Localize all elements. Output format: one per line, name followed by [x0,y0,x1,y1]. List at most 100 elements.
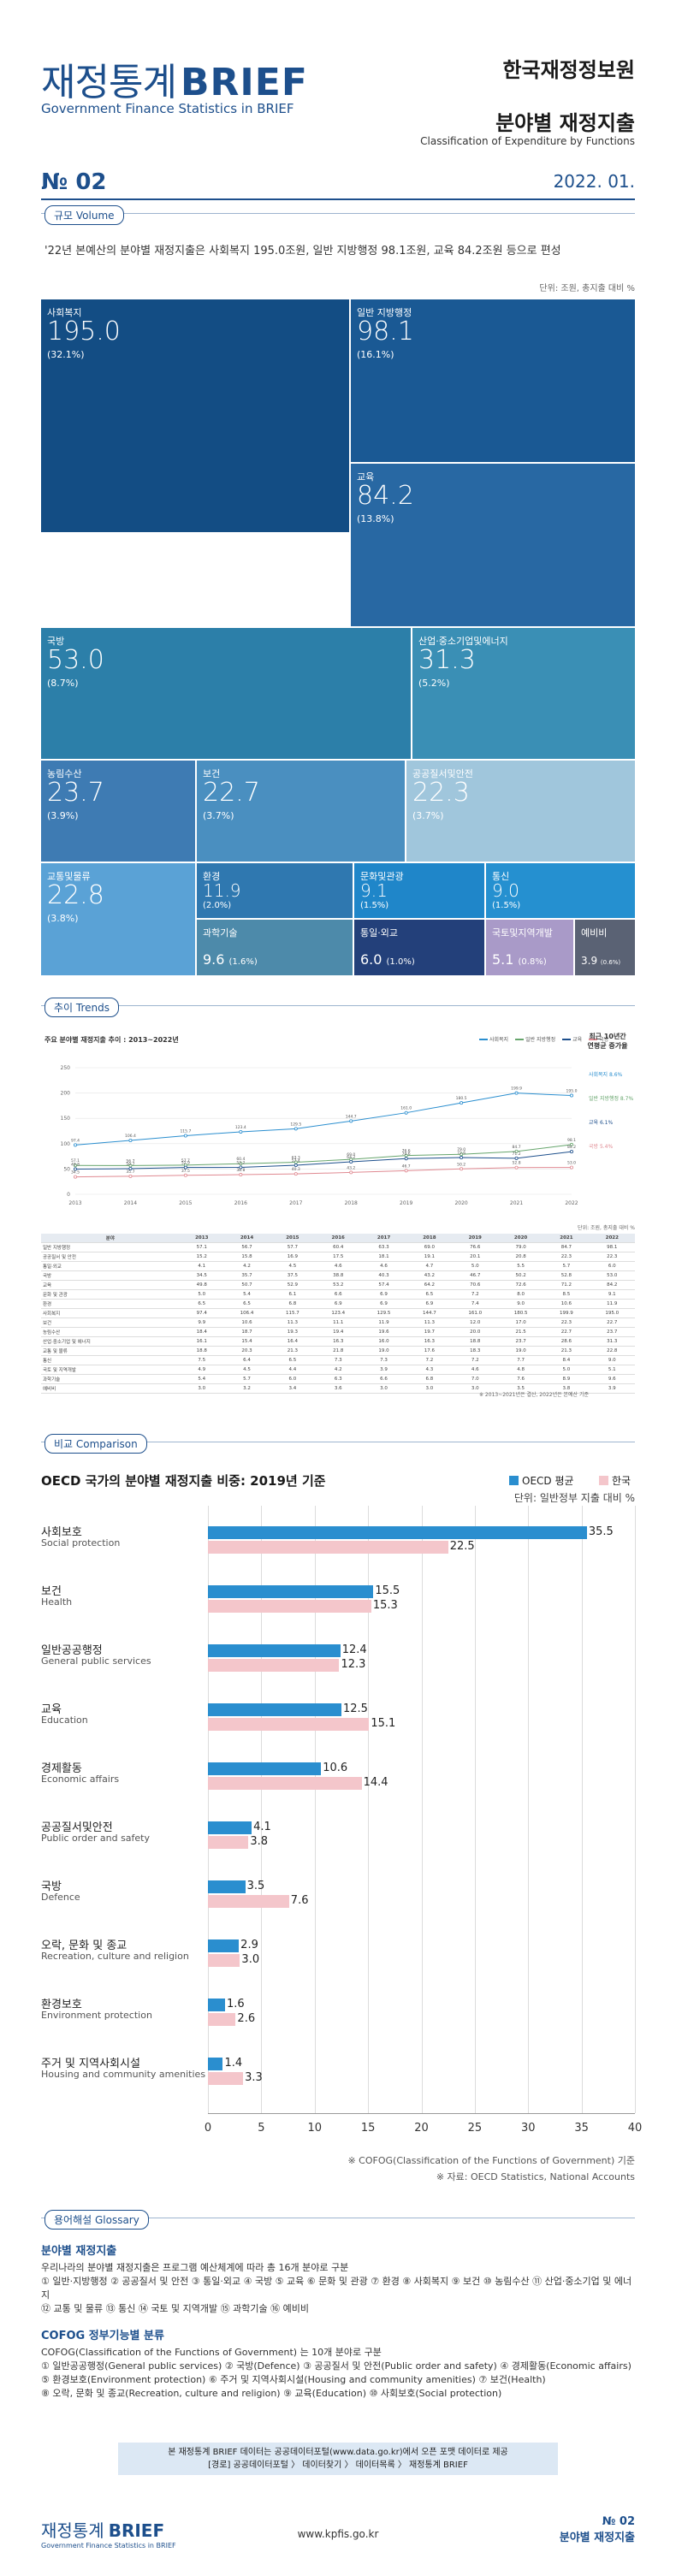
bar-korea [208,1836,249,1849]
table-cell: 43.2 [406,1270,453,1281]
legend-label: 교육 [572,1037,583,1043]
data-label: 34.5 [71,1170,80,1175]
x-tick-label: 0 [204,2122,212,2135]
legend-swatch [479,1038,488,1040]
x-tick-label: 35 [574,2122,589,2135]
series-point [128,1139,133,1143]
table-cell: 17.5 [315,1252,361,1262]
table-cell: 15.4 [223,1336,270,1347]
series-point [514,1091,519,1095]
brand-subtitle: Government Finance Statistics in BRIEF [41,101,294,116]
footer-url[interactable]: www.kpfis.go.kr [297,2528,379,2540]
table-cell: 농림수산 [41,1327,180,1337]
tile-label: 교통및물류 [47,871,91,882]
table-cell: 79.0 [497,1242,544,1252]
org-name: 한국재정정보원 [502,58,635,82]
series-point [239,1162,243,1166]
data-label: 123.4 [235,1125,246,1130]
issue-number: № 02 [41,169,107,195]
cagr-item: 교육 6.1% [589,1120,614,1126]
brand-title-ko: 재정통계 [41,61,177,104]
tile-label: 보건 [203,768,221,779]
table-header-cell: 2020 [497,1234,544,1243]
category-label-en: Recreation, culture and religion [41,1951,189,1962]
tile-value: 3.9 [581,955,601,967]
category-label-en: Environment protection [41,2010,152,2021]
tile-value-inline: 3.9 (0.6%) [581,951,620,968]
table-cell: 97.4 [179,1308,224,1318]
category-label-en: Public order and safety [41,1833,151,1844]
series-point [294,1127,298,1131]
series-point [570,1142,574,1146]
category-label-ko: 국방 [41,1880,62,1893]
series-line [74,1093,572,1146]
table-cell: 5.7 [223,1374,270,1384]
table-header-cell: 2017 [360,1234,407,1243]
legend-item: 교육 [562,1035,582,1043]
legend-swatch [515,1038,525,1040]
treemap-tile: 통신 9.0 (1.5%) [486,863,635,918]
legend-label-korea: 한국 [612,1475,632,1487]
bar-oecd [208,1644,341,1657]
data-label: 35.7 [126,1170,134,1175]
bar-value-korea: 14.4 [363,1776,388,1789]
series-point [460,1152,464,1157]
legend-label: 사회복지 [489,1037,509,1043]
table-cell: 4.8 [497,1365,544,1375]
table-cell: 7.6 [497,1374,544,1384]
treemap-tile: 산업·중소기업및에너지 31.3 (5.2%) [412,628,635,759]
table-cell: 84.7 [543,1242,590,1252]
comparison-notes: ※ COFOG(Classification of the Functions … [347,2153,635,2183]
bar-korea [208,1777,362,1790]
table-cell: 37.5 [270,1270,316,1281]
tile-label: 일반 지방행정 [357,307,412,318]
data-label: 69.0 [347,1152,355,1158]
issue-date: 2022. 01. [553,171,635,192]
table-cell: 21.8 [315,1346,361,1356]
category-label-ko: 오락, 문화 및 종교 [41,1939,127,1952]
tile-value: 53.0 [47,645,104,675]
table-row: 교육 49.8 50.7 52.9 53.2 57.4 64.2 70.6 72.6 71.2 84… [41,1280,635,1290]
series-point [349,1119,353,1123]
tile-value: 22.3 [412,778,470,808]
bar-korea [208,2013,236,2026]
table-cell: 16.3 [315,1336,361,1347]
trend-unit: 단위: 조원, 총지출 대비 % [578,1225,635,1231]
table-row: 농림수산 18.4 18.7 19.3 19.4 19.6 19.7 20.0 21.5 22.7… [41,1327,635,1337]
table-cell: 5.7 [543,1261,590,1271]
table-cell: 22.3 [543,1252,590,1262]
bar-value-oecd: 12.5 [342,1703,368,1715]
table-cell: 57.7 [270,1242,316,1252]
comparison-bar-chart: 0 5 10 15 20 25 30 35 40 사회보호 Social protection 35.… [0,1506,676,2135]
data-label: 64.2 [347,1155,355,1160]
tile-pct: (5.2%) [418,678,450,689]
series-point [294,1164,298,1168]
table-cell: 22.3 [543,1318,590,1328]
table-cell: 6.6 [315,1289,361,1300]
category-label-ko: 환경보호 [41,1999,82,2011]
series-point [404,1169,408,1173]
data-label: 46.7 [402,1164,411,1169]
bar-korea [208,1954,240,1967]
table-cell: 20.8 [497,1252,544,1262]
bar-value-oecd: 4.1 [253,1821,271,1833]
bar-korea [208,1895,289,1908]
section-pill-trends: 추이 Trends [44,998,119,1017]
bar-value-oecd: 15.5 [375,1584,400,1597]
series-point [460,1156,464,1160]
x-tick-label: 20 [414,2122,429,2135]
table-cell: 3.9 [589,1383,635,1394]
table-cell: 16.9 [270,1252,316,1262]
legend-swatch [562,1038,572,1040]
category-label-en: Education [41,1714,88,1726]
treemap-tile: 문화및관광 9.1 (1.5%) [354,863,484,918]
table-cell: 22.7 [543,1327,590,1337]
bar-oecd [208,1762,322,1775]
category-label-en: Defence [41,1892,80,1903]
data-label: 72.6 [457,1151,465,1156]
tile-value-inline: 5.1 (0.8%) [492,951,547,968]
table-row: 예비비 3.0 3.2 3.4 3.6 3.0 3.0 3.0 3.5 3.8 3.9 [41,1383,635,1394]
bar-value-oecd: 12.4 [341,1643,367,1656]
treemap-tile: 교통및물류 22.8 (3.8%) [41,863,195,975]
data-label: 84.7 [513,1145,521,1150]
